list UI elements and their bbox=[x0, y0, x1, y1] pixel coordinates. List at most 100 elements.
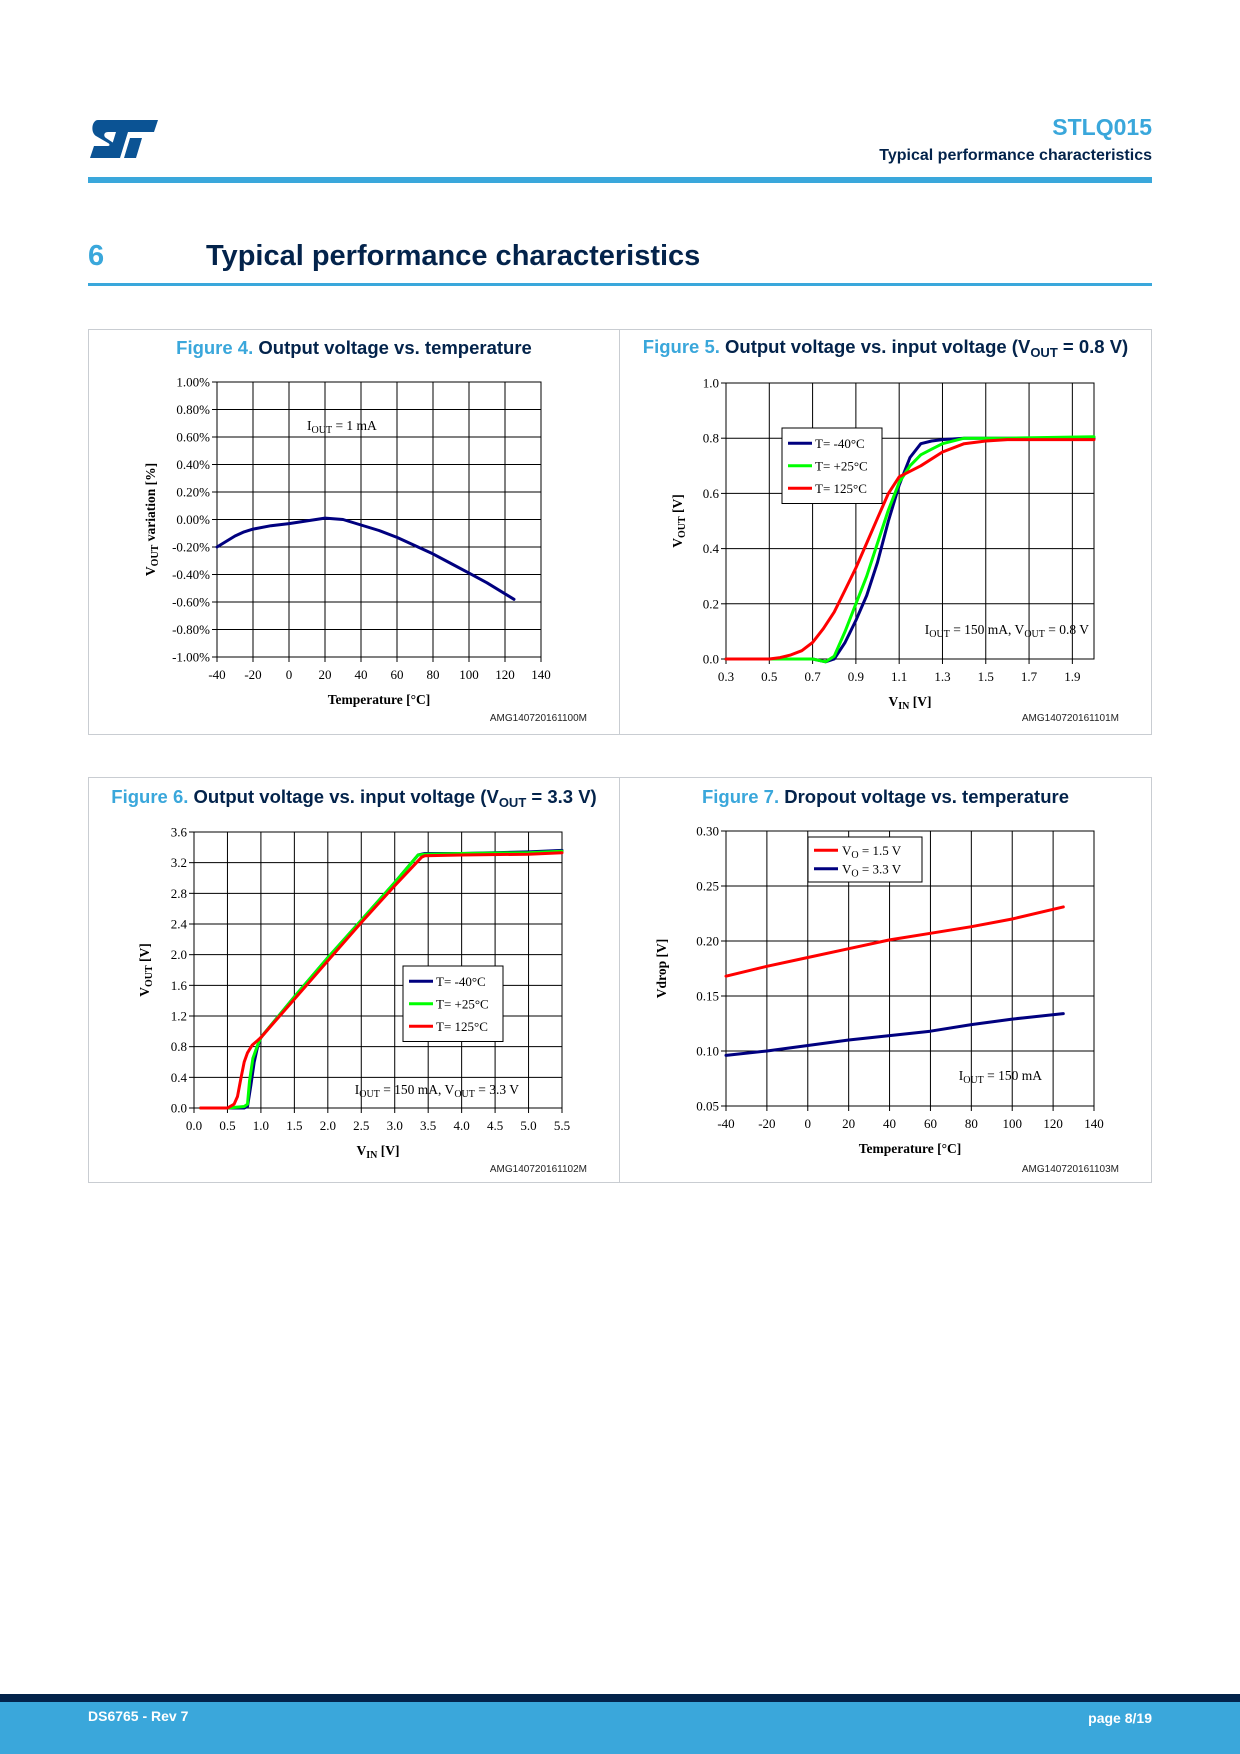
section-title: Typical performance characteristics bbox=[206, 240, 701, 272]
figure-caption-sub: OUT bbox=[1030, 345, 1058, 360]
figure-number: Figure 4. bbox=[176, 337, 254, 358]
series-line bbox=[199, 848, 564, 1110]
legend-label: T= +25°C bbox=[815, 458, 868, 473]
y-tick-label: -0.40% bbox=[172, 567, 210, 582]
figure-code: AMG140720161103M bbox=[1021, 1164, 1119, 1175]
x-tick-label: 0.0 bbox=[186, 1118, 202, 1133]
y-tick-label: 0.8 bbox=[703, 431, 719, 446]
figure-code: AMG140720161102M bbox=[489, 1164, 587, 1175]
legend-label: T= -40°C bbox=[815, 436, 865, 451]
figure-7-title: Figure 7. Dropout voltage vs. temperatur… bbox=[620, 786, 1151, 808]
x-tick-label: 1.9 bbox=[1064, 669, 1080, 684]
chart-figure-6: 0.0 0.5 1.0 1.5 2.0 2.5 3.0 3.5 4.0 4.5 5.0 5.5 3.6 3… bbox=[137, 825, 570, 1162]
x-axis-label: Temperature [°C] bbox=[859, 1141, 962, 1156]
series-line bbox=[215, 516, 516, 601]
y-tick-label: 0.4 bbox=[171, 1070, 188, 1085]
x-tick-label: 1.5 bbox=[286, 1118, 302, 1133]
figure-caption-post: = 0.8 V) bbox=[1057, 336, 1129, 357]
figure-caption: Dropout voltage vs. temperature bbox=[784, 786, 1069, 807]
figure-number: Figure 5. bbox=[642, 336, 720, 357]
y-tick-label: 0.2 bbox=[703, 596, 719, 611]
chart-figure-4: -40 -20 0 20 40 60 80 100 120 140 1.00% 0.80% 0.60% 0… bbox=[143, 375, 551, 708]
legend: T= -40°C T= +25°C T= 125°C bbox=[781, 427, 883, 504]
y-tick-label: 3.6 bbox=[171, 825, 188, 840]
footer-bar bbox=[0, 1702, 1240, 1754]
legend-label: T= +25°C bbox=[436, 996, 489, 1011]
figure-7: Figure 7. Dropout voltage vs. temperatur… bbox=[619, 777, 1152, 1183]
x-tick-label: 60 bbox=[391, 667, 404, 682]
y-tick-label: -0.60% bbox=[172, 595, 210, 610]
x-tick-label: 120 bbox=[495, 667, 515, 682]
y-tick-label: 2.4 bbox=[171, 917, 188, 932]
y-tick-label: -0.20% bbox=[172, 540, 210, 555]
y-tick-label: 0.80% bbox=[176, 402, 210, 417]
x-tick-label: 100 bbox=[1002, 1116, 1022, 1131]
figure-number: Figure 6. bbox=[111, 786, 189, 807]
figure-caption: Output voltage vs. temperature bbox=[258, 337, 532, 358]
header-section-name: Typical performance characteristics bbox=[879, 147, 1152, 164]
x-tick-label: 1.3 bbox=[934, 669, 950, 684]
y-tick-label: 0.10 bbox=[696, 1044, 719, 1059]
y-tick-label: -0.80% bbox=[172, 622, 210, 637]
y-tick-label: 1.00% bbox=[176, 375, 210, 390]
y-tick-label: 0.00% bbox=[176, 512, 210, 527]
x-tick-label: 1.5 bbox=[978, 669, 994, 684]
y-tick-label: 3.2 bbox=[171, 855, 187, 870]
figure-4: Figure 4. Output voltage vs. temperature… bbox=[88, 329, 620, 735]
gridlines bbox=[726, 383, 1094, 659]
x-tick-label: 2.0 bbox=[320, 1118, 336, 1133]
legend-label: VO = 1.5 V bbox=[842, 843, 902, 861]
y-tick-label: 0.30 bbox=[696, 824, 719, 839]
y-tick-label: 0.4 bbox=[703, 541, 720, 556]
figure-caption-pre: Output voltage vs. input voltage (V bbox=[193, 786, 499, 807]
y-axis-label: VOUT [V] bbox=[670, 494, 688, 548]
x-tick-label: 0 bbox=[805, 1116, 812, 1131]
chart-annotation: IOUT = 150 mA, VOUT = 0.8 V bbox=[925, 622, 1089, 640]
y-tick-label: 0.8 bbox=[171, 1039, 187, 1054]
y-tick-label: -1.00% bbox=[172, 650, 210, 665]
x-tick-label: -20 bbox=[758, 1116, 775, 1131]
x-tick-label: 140 bbox=[531, 667, 551, 682]
x-axis-label: VIN [V] bbox=[889, 694, 932, 712]
section-number: 6 bbox=[88, 240, 105, 272]
legend-label: T= -40°C bbox=[436, 974, 486, 989]
x-axis-label: Temperature [°C] bbox=[328, 692, 431, 707]
legend: T= -40°C T= +25°C T= 125°C bbox=[402, 965, 504, 1042]
y-tick-label: 0.60% bbox=[176, 430, 210, 445]
y-axis-label: VOUT variation [%] bbox=[143, 463, 161, 576]
y-tick-label: 0.25 bbox=[696, 879, 719, 894]
x-tick-label: 1.1 bbox=[891, 669, 907, 684]
x-tick-label: 0.5 bbox=[219, 1118, 235, 1133]
figure-5-title: Figure 5. Output voltage vs. input volta… bbox=[620, 336, 1151, 360]
y-tick-label: 0.6 bbox=[703, 486, 720, 501]
figure-caption-sub: OUT bbox=[498, 795, 527, 810]
legend: VO = 1.5 VVO = 3.3 V bbox=[807, 836, 923, 883]
y-tick-label: 0.05 bbox=[696, 1099, 719, 1114]
x-tick-label: 0 bbox=[286, 667, 293, 682]
plot-frame bbox=[725, 830, 1095, 1107]
y-tick-label: 0.40% bbox=[176, 457, 210, 472]
section-divider bbox=[88, 283, 1152, 286]
y-axis-label: Vdrop [V] bbox=[654, 939, 669, 998]
chart-annotation: IOUT = 1 mA bbox=[307, 418, 377, 436]
y-tick-label: 2.8 bbox=[171, 886, 187, 901]
figure-6: Figure 6. Output voltage vs. input volta… bbox=[88, 777, 620, 1183]
header-divider bbox=[88, 177, 1152, 183]
series-line bbox=[724, 438, 1096, 661]
y-tick-label: 1.6 bbox=[171, 978, 188, 993]
y-tick-label: 0.0 bbox=[703, 652, 719, 667]
legend-label: VO = 3.3 V bbox=[842, 861, 902, 879]
figure-number: Figure 7. bbox=[701, 786, 780, 807]
figure-code: AMG140720161101M bbox=[1021, 713, 1119, 724]
series-line bbox=[199, 849, 564, 1110]
x-tick-label: 20 bbox=[319, 667, 332, 682]
figure-caption-post: = 3.3 V) bbox=[526, 786, 597, 807]
chart-annotation: IOUT = 150 mA, VOUT = 3.3 V bbox=[355, 1082, 519, 1100]
legend-label: T= 125°C bbox=[815, 481, 867, 496]
x-tick-label: 1.0 bbox=[253, 1118, 269, 1133]
y-tick-label: 0.0 bbox=[171, 1101, 187, 1116]
x-tick-label: 1.7 bbox=[1021, 669, 1038, 684]
y-tick-label: 0.20% bbox=[176, 485, 210, 500]
x-tick-label: 120 bbox=[1043, 1116, 1063, 1131]
document-id: STLQ015 bbox=[1052, 114, 1152, 140]
